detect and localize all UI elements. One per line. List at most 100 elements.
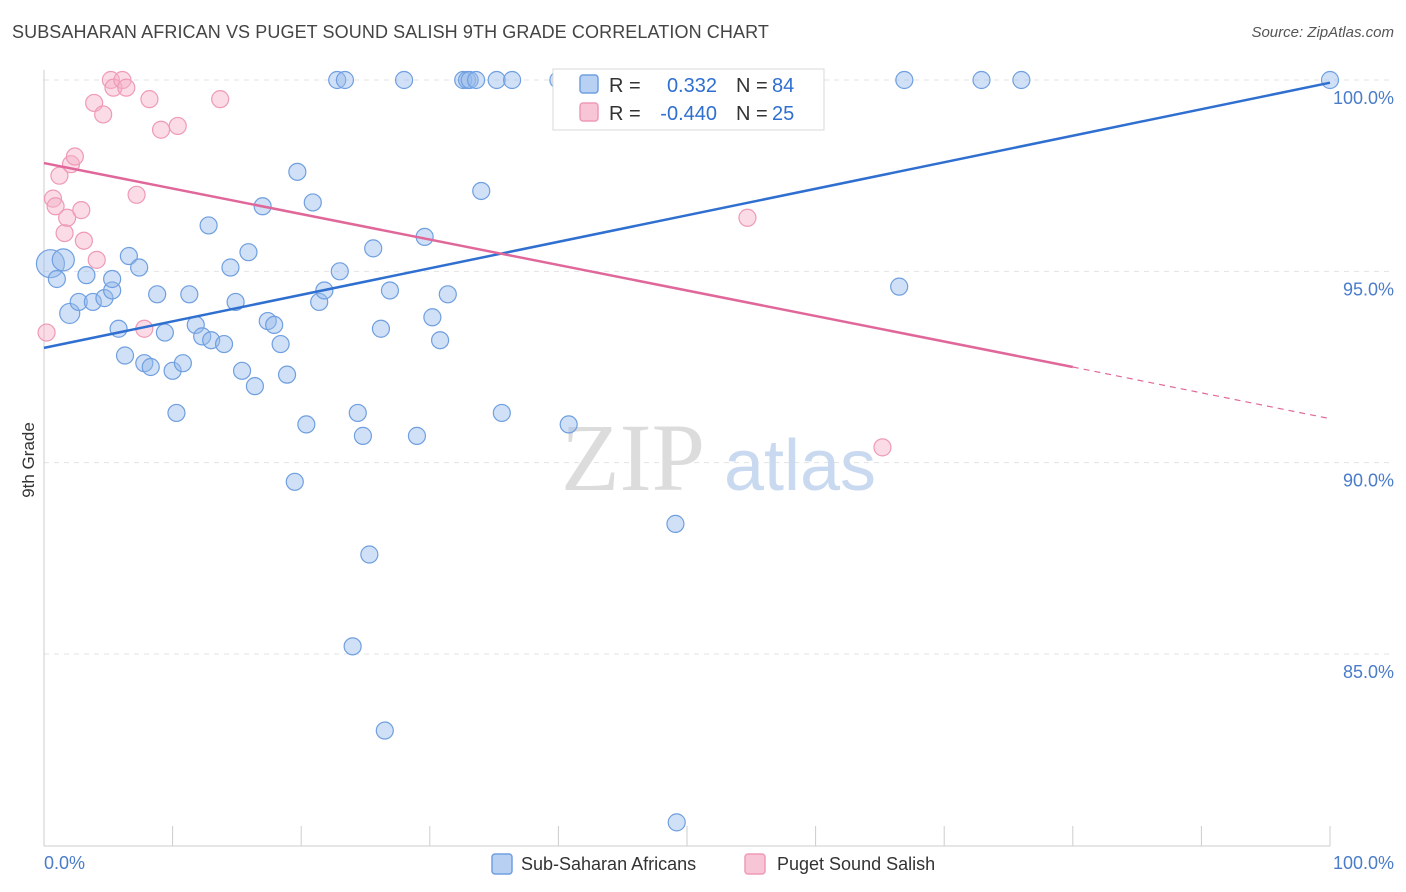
sub-saharan-point xyxy=(47,269,66,289)
puget-sound-point xyxy=(168,116,187,136)
sub-saharan-point xyxy=(265,315,284,335)
sub-saharan-point xyxy=(394,70,414,90)
y-tick-label: 100.0% xyxy=(1333,88,1394,108)
chart-title: SUBSAHARAN AFRICAN VS PUGET SOUND SALISH… xyxy=(12,22,769,42)
y-tick-labels: 100.0% 95.0% 90.0% 85.0% xyxy=(1333,88,1394,682)
sub-saharan-point xyxy=(380,281,400,300)
source-credit: Source: ZipAtlas.com xyxy=(1251,24,1394,41)
puget-sound-point xyxy=(87,250,106,269)
y-tick-label: 95.0% xyxy=(1343,279,1394,299)
stats-swatch-pink xyxy=(579,102,599,122)
stats-box: R = 0.332 N = 84 R = -0.440 N = 25 xyxy=(552,68,825,131)
trend-lines xyxy=(43,81,1331,420)
sub-saharan-point xyxy=(310,292,329,312)
stats-n-label-blue: N = xyxy=(736,75,768,97)
puget-sound-point xyxy=(151,120,171,139)
sub-saharan-point xyxy=(454,70,473,90)
sub-saharan-point xyxy=(303,193,322,212)
sub-saharan-point xyxy=(167,403,186,423)
sub-saharan-point xyxy=(51,248,75,272)
puget-sound-point xyxy=(72,201,91,220)
sub-saharan-point xyxy=(141,357,160,377)
sub-saharan-point xyxy=(667,813,686,832)
sub-saharan-point xyxy=(103,269,122,289)
trend-line-puget-sound xyxy=(43,161,1074,369)
sub-saharan-point xyxy=(890,277,909,296)
sub-saharan-point xyxy=(239,243,258,262)
sub-saharan-point xyxy=(466,70,486,90)
sub-saharan-point xyxy=(59,302,81,325)
puget-sound-point xyxy=(65,147,84,166)
trend-line-sub-saharan xyxy=(43,81,1331,350)
watermark-atlas: atlas xyxy=(724,426,876,506)
sub-saharan-point xyxy=(364,239,383,258)
sub-saharan-point xyxy=(173,354,192,373)
legend: Sub-Saharan Africans Puget Sound Salish xyxy=(491,853,935,875)
sub-saharan-point xyxy=(559,415,578,434)
stats-r-label-blue: R = xyxy=(609,75,641,97)
puget-sound-point xyxy=(127,185,146,204)
sub-saharan-point xyxy=(163,361,182,380)
watermark-zip: ZIP xyxy=(561,404,705,511)
puget-sound-point xyxy=(37,323,56,342)
sub-saharan-point xyxy=(487,70,506,90)
trend-line-puget-sound-extrapolated xyxy=(1072,366,1331,420)
sub-saharan-point xyxy=(95,289,114,308)
sub-saharan-point xyxy=(199,216,218,235)
stats-r-value-pink: -0.440 xyxy=(660,103,717,125)
sub-saharan-point xyxy=(375,721,394,740)
sub-saharan-point xyxy=(288,162,307,181)
legend-label-sub-saharan: Sub-Saharan Africans xyxy=(521,854,696,874)
stats-swatch-blue xyxy=(579,74,599,94)
stats-n-value-pink: 25 xyxy=(772,103,794,125)
sub-saharan-point xyxy=(666,514,685,533)
puget-sound-point xyxy=(211,90,230,109)
sub-saharan-point xyxy=(353,426,373,445)
puget-sound-point xyxy=(55,223,74,243)
sub-saharan-point xyxy=(423,308,442,327)
sub-saharan-point xyxy=(115,346,135,365)
sub-saharan-point xyxy=(460,70,479,90)
sub-saharan-point xyxy=(895,70,914,90)
legend-swatch-puget xyxy=(744,853,766,875)
sub-saharan-point xyxy=(232,361,252,380)
stats-r-label-pink: R = xyxy=(609,103,641,125)
puget-sound-point xyxy=(94,105,113,124)
puget-sound-point xyxy=(74,231,93,250)
sub-saharan-point xyxy=(155,323,174,342)
sub-saharan-point xyxy=(148,285,167,304)
legend-label-puget: Puget Sound Salish xyxy=(777,854,935,874)
stats-n-value-blue: 84 xyxy=(772,75,794,97)
puget-sound-point xyxy=(58,208,77,227)
x-ticks xyxy=(43,826,1331,846)
sub-saharan-point xyxy=(297,415,316,434)
sub-saharan-point xyxy=(972,70,991,90)
puget-sound-point xyxy=(46,197,65,216)
x-tick-label-max: 100.0% xyxy=(1333,853,1394,873)
sub-saharan-point xyxy=(360,545,379,564)
x-tick-label-min: 0.0% xyxy=(44,853,85,873)
sub-saharan-point xyxy=(130,258,149,277)
sub-saharan-point xyxy=(77,266,96,285)
sub-saharan-point xyxy=(214,334,234,354)
sub-saharan-point xyxy=(1012,70,1031,90)
series-puget-sound-salish xyxy=(37,70,892,457)
sub-saharan-point xyxy=(348,403,367,423)
y-tick-label: 85.0% xyxy=(1343,662,1394,682)
sub-saharan-point xyxy=(438,285,457,304)
sub-saharan-point xyxy=(343,637,362,656)
sub-saharan-point xyxy=(119,246,138,266)
y-axis-title: 9th Grade xyxy=(19,422,38,498)
puget-sound-point xyxy=(873,438,892,457)
sub-saharan-point xyxy=(430,331,450,350)
sub-saharan-point xyxy=(193,327,212,346)
sub-saharan-point xyxy=(328,70,347,90)
sub-saharan-point xyxy=(271,334,290,354)
puget-sound-point xyxy=(140,90,159,109)
stats-n-label-pink: N = xyxy=(736,103,768,125)
puget-sound-point xyxy=(738,208,757,227)
sub-saharan-point xyxy=(371,319,391,338)
legend-swatch-sub-saharan xyxy=(491,853,513,875)
sub-saharan-point xyxy=(180,285,199,304)
